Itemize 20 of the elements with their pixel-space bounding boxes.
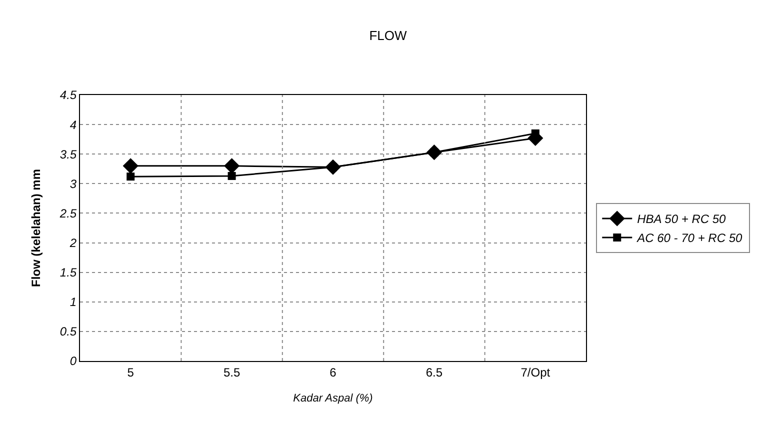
- y-tick-label: 2.5: [58, 206, 77, 220]
- y-tick-label: 4: [70, 118, 77, 132]
- y-tick-label: 2: [68, 236, 77, 250]
- y-tick-label: 0: [70, 354, 77, 368]
- y-tick-label: 1.5: [60, 266, 77, 280]
- x-tick-label: 7/Opt: [520, 365, 551, 380]
- chart-title: FLOW: [369, 28, 408, 43]
- y-tick-label: 0.5: [60, 324, 77, 339]
- legend-label: HBA 50 + RC 50: [637, 212, 726, 226]
- y-tick-label: 1: [70, 295, 77, 310]
- legend-label: AC 60 - 70 + RC 50: [636, 231, 742, 246]
- y-tick-label: 4.5: [60, 88, 77, 102]
- y-tick-label: 3: [70, 176, 77, 191]
- x-tick-label: 6: [330, 365, 337, 380]
- x-axis-title: Kadar Aspal (%): [293, 392, 374, 405]
- x-tick-label: 6.5: [426, 365, 443, 380]
- x-tick-label: 5: [127, 365, 134, 380]
- y-axis-title: Flow (kelelahan) mm: [29, 168, 44, 288]
- x-tick-label: 5.5: [223, 365, 240, 380]
- y-tick-label: 3.5: [60, 147, 77, 162]
